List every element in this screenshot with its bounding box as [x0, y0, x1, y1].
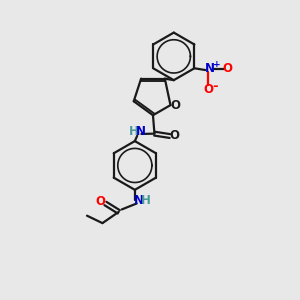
Text: H: H [141, 194, 151, 207]
Text: O: O [95, 195, 105, 208]
Text: N: N [136, 125, 146, 138]
Text: O: O [170, 129, 180, 142]
Text: -: - [212, 80, 218, 93]
Text: O: O [223, 62, 233, 75]
Text: N: N [205, 62, 215, 75]
Text: N: N [134, 194, 144, 207]
Text: +: + [213, 60, 220, 69]
Text: H: H [129, 125, 139, 138]
Text: O: O [203, 83, 213, 96]
Text: O: O [170, 99, 180, 112]
